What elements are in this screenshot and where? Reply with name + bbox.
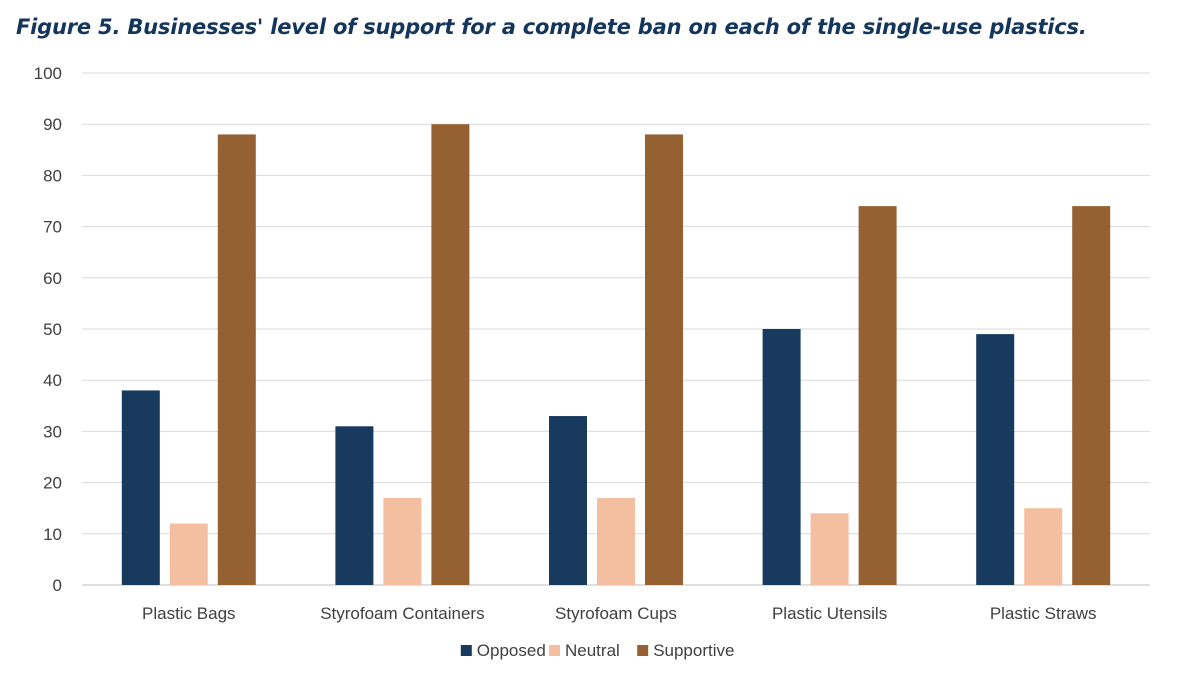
bars bbox=[121, 124, 1111, 585]
bar-plastic-utensils-supportive bbox=[858, 206, 897, 585]
bar-styrofoam-cups-neutral bbox=[597, 497, 635, 585]
bar-plastic-bags-neutral bbox=[169, 523, 208, 585]
y-tick-label: 90 bbox=[43, 115, 62, 134]
y-tick-label: 60 bbox=[43, 269, 62, 288]
y-tick-label: 0 bbox=[53, 576, 62, 595]
x-tick-label: Plastic Straws bbox=[990, 604, 1097, 623]
y-tick-label: 20 bbox=[43, 474, 62, 493]
bar-plastic-utensils-neutral bbox=[810, 513, 849, 585]
chart-title: Figure 5. Businesses' level of support f… bbox=[16, 15, 1087, 39]
bar-styrofoam-cups-supportive bbox=[645, 134, 683, 585]
legend-swatch bbox=[460, 645, 472, 656]
x-tick-label: Plastic Utensils bbox=[772, 604, 887, 623]
x-tick-label: Styrofoam Cups bbox=[555, 604, 677, 623]
legend-label: Supportive bbox=[653, 641, 734, 660]
y-tick-label: 50 bbox=[43, 320, 62, 339]
legend-label: Opposed bbox=[477, 641, 546, 660]
bar-plastic-utensils-opposed bbox=[762, 329, 801, 585]
bar-styrofoam-containers-neutral bbox=[383, 497, 422, 585]
y-tick-label: 100 bbox=[34, 64, 62, 83]
x-tick-label: Styrofoam Containers bbox=[320, 604, 484, 623]
legend-label: Neutral bbox=[565, 641, 620, 660]
bar-styrofoam-cups-opposed bbox=[549, 416, 587, 585]
bar-plastic-straws-neutral bbox=[1024, 508, 1063, 585]
bar-styrofoam-containers-opposed bbox=[335, 426, 374, 585]
bar-plastic-bags-supportive bbox=[217, 134, 256, 585]
legend: Opposed Neutral Supportive bbox=[460, 641, 734, 660]
bar-plastic-bags-opposed bbox=[121, 390, 160, 585]
y-axis-tick-labels: 0 10 20 30 40 50 60 70 80 90 100 bbox=[34, 64, 62, 595]
bar-plastic-straws-opposed bbox=[976, 334, 1015, 585]
legend-swatch bbox=[549, 645, 560, 656]
y-tick-label: 10 bbox=[43, 525, 62, 544]
y-tick-label: 40 bbox=[43, 371, 62, 390]
y-tick-label: 30 bbox=[43, 422, 62, 441]
legend-item-supportive: Supportive bbox=[637, 641, 734, 660]
y-tick-label: 80 bbox=[43, 166, 62, 185]
legend-item-opposed: Opposed bbox=[460, 641, 546, 660]
y-tick-label: 70 bbox=[43, 218, 62, 237]
x-axis-category-labels: Plastic Bags Styrofoam Containers Styrofoa… bbox=[142, 604, 1097, 623]
bar-styrofoam-containers-supportive bbox=[431, 124, 470, 585]
legend-item-neutral: Neutral bbox=[549, 641, 620, 660]
bar-plastic-straws-supportive bbox=[1072, 206, 1111, 585]
x-tick-label: Plastic Bags bbox=[142, 604, 236, 623]
legend-swatch bbox=[637, 645, 649, 656]
